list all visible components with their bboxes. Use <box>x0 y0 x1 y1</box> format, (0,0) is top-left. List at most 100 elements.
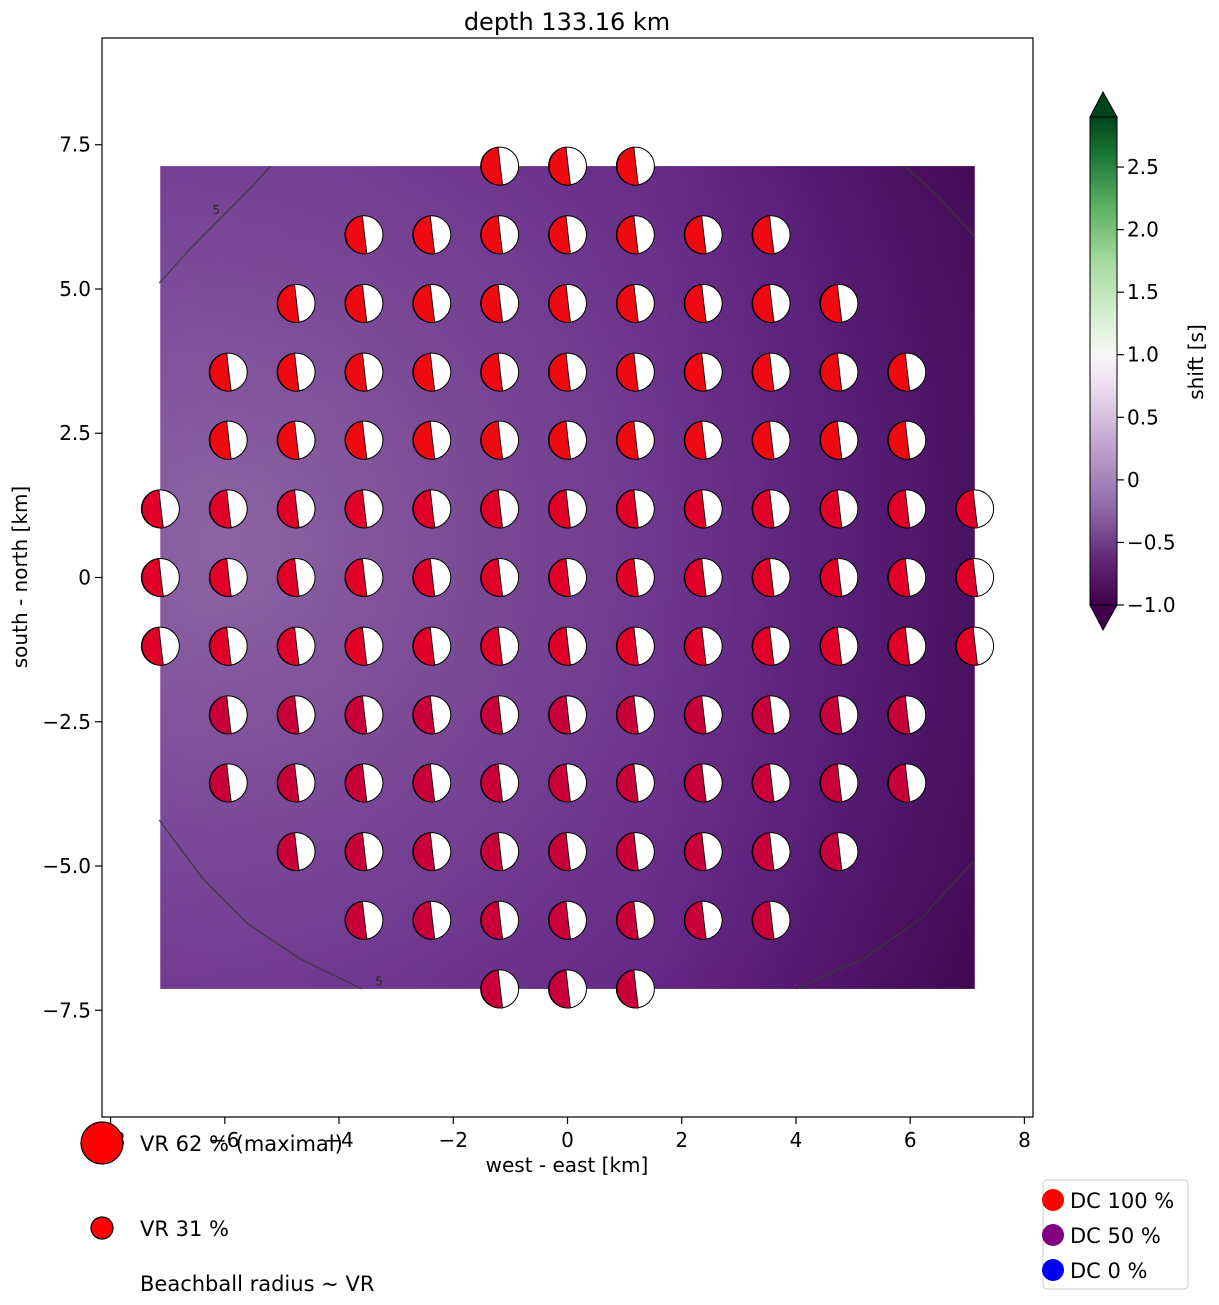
x-axis-label: west - east [km] <box>486 1153 649 1177</box>
beachball <box>480 557 520 598</box>
beachball <box>615 695 655 735</box>
beachball <box>344 557 384 598</box>
contour-line <box>795 859 976 990</box>
beachball-compressional-quadrant <box>412 832 436 872</box>
beachball-compressional-quadrant <box>616 695 639 735</box>
beachball-compressional-quadrant <box>548 352 572 392</box>
beachball-compressional-quadrant <box>209 352 232 392</box>
beachball <box>548 215 587 255</box>
colorbar-body <box>1089 116 1118 606</box>
beachball-compressional-quadrant <box>752 626 775 666</box>
beachball <box>412 626 452 666</box>
beachball-compressional-quadrant <box>480 626 504 666</box>
beachball-compressional-quadrant <box>616 557 639 598</box>
beachball-compressional-quadrant <box>820 352 843 392</box>
beachball <box>208 763 248 803</box>
beachball <box>683 283 723 323</box>
beachball <box>140 626 180 666</box>
beachball <box>208 557 248 598</box>
beachball-compressional-quadrant <box>548 832 572 872</box>
beachball <box>548 900 587 940</box>
beachball-compressional-quadrant <box>412 215 436 255</box>
beachball <box>615 763 655 803</box>
beachball-compressional-quadrant <box>480 420 504 460</box>
beachball-compressional-quadrant <box>480 352 504 392</box>
beachball <box>819 557 859 598</box>
beachball-compressional-quadrant <box>684 352 707 392</box>
y-axis: −7.5 −5.0 −2.5 0 2.5 5.0 7.5 <box>42 133 102 1022</box>
beachball <box>208 420 248 460</box>
beachball-compressional-quadrant <box>412 283 436 323</box>
beachball-compressional-quadrant <box>548 283 572 323</box>
beachball-compressional-quadrant <box>277 626 300 666</box>
beachball-compressional-quadrant <box>684 420 707 460</box>
beachball-compressional-quadrant <box>548 695 572 735</box>
beachball <box>276 763 316 803</box>
beachball-compressional-quadrant <box>480 969 504 1009</box>
beachball <box>751 489 791 529</box>
contour-line <box>158 819 363 990</box>
beachball <box>751 763 791 803</box>
beachball-compressional-quadrant <box>616 763 639 803</box>
beachball-compressional-quadrant <box>277 420 300 460</box>
beachball <box>683 352 723 392</box>
beachball-compressional-quadrant <box>548 900 572 940</box>
beachball <box>751 215 791 255</box>
beachball <box>615 146 655 186</box>
beachball <box>208 626 248 666</box>
beachball-compressional-quadrant <box>548 626 572 666</box>
beachball <box>276 626 316 666</box>
beachball-compressional-quadrant <box>616 283 639 323</box>
x-tick-label: 6 <box>904 1128 917 1152</box>
beachball <box>480 283 520 323</box>
beachball <box>548 420 587 460</box>
beachball <box>344 283 384 323</box>
beachball <box>548 763 587 803</box>
beachball-compressional-quadrant <box>955 626 979 666</box>
plot-area: 5 5 5 <box>140 146 995 1009</box>
beachball <box>548 832 587 872</box>
beachball <box>480 215 520 255</box>
beachball-compressional-quadrant <box>480 489 504 529</box>
beachball <box>548 695 587 735</box>
beachball-compressional-quadrant <box>548 489 572 529</box>
beachball-compressional-quadrant <box>277 832 300 872</box>
beachball-compressional-quadrant <box>548 763 572 803</box>
beachball-compressional-quadrant <box>209 420 232 460</box>
beachball-compressional-quadrant <box>209 557 232 598</box>
contour-label: 5 <box>212 203 220 217</box>
beachball-compressional-quadrant <box>752 695 775 735</box>
beachball-compressional-quadrant <box>548 420 572 460</box>
beachball <box>208 352 248 392</box>
beachball-compressional-quadrant <box>820 489 843 529</box>
beachball <box>208 489 248 529</box>
beachball-compressional-quadrant <box>752 215 775 255</box>
beachball <box>615 283 655 323</box>
beachball-compressional-quadrant <box>480 832 504 872</box>
beachball <box>887 420 927 460</box>
beachball <box>819 763 859 803</box>
beachball <box>344 832 384 872</box>
beachball <box>208 695 248 735</box>
colorbar-extend-top <box>1089 90 1118 118</box>
colorbar-tick-label: 2.5 <box>1127 155 1159 179</box>
beachball <box>751 832 791 872</box>
beachball-compressional-quadrant <box>684 283 707 323</box>
beachball <box>480 352 520 392</box>
colorbar-tick-label: −0.5 <box>1127 530 1176 554</box>
x-tick-label: −4 <box>324 1128 353 1152</box>
beachball-compressional-quadrant <box>752 489 775 529</box>
beachball <box>683 557 723 598</box>
beachball-compressional-quadrant <box>412 352 436 392</box>
beachball <box>955 626 995 666</box>
beachball <box>412 489 452 529</box>
beachball-compressional-quadrant <box>548 146 572 186</box>
colorbar-tick-label: 1.0 <box>1127 343 1159 367</box>
x-tick-label: 8 <box>1018 1128 1031 1152</box>
beachball <box>955 489 995 529</box>
beachball-compressional-quadrant <box>616 352 639 392</box>
legend-dc-100-marker <box>1042 1189 1064 1211</box>
beachball <box>955 557 995 598</box>
colorbar-tick-label: 0.5 <box>1127 405 1159 429</box>
